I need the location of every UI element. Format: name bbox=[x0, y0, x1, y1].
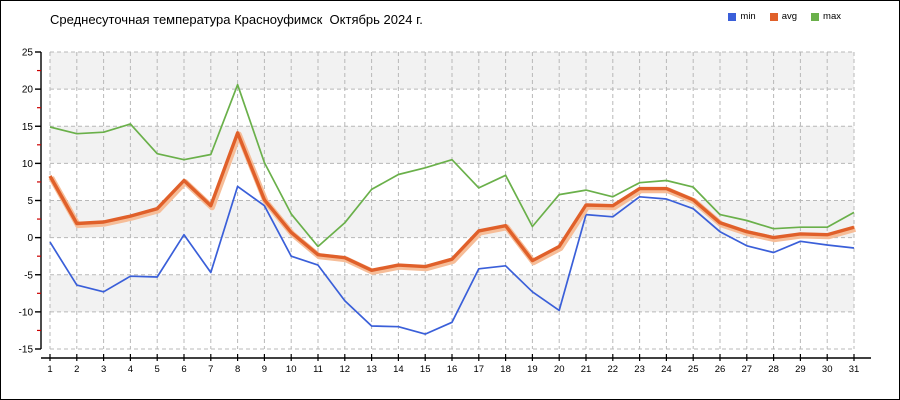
svg-text:16: 16 bbox=[447, 364, 458, 375]
avg-series-swatch-icon bbox=[769, 12, 778, 21]
svg-text:26: 26 bbox=[715, 364, 726, 375]
svg-text:15: 15 bbox=[22, 122, 34, 133]
svg-text:31: 31 bbox=[849, 364, 860, 375]
svg-text:-15: -15 bbox=[19, 345, 34, 356]
svg-text:0: 0 bbox=[27, 233, 33, 244]
svg-text:20: 20 bbox=[22, 85, 34, 96]
svg-text:21: 21 bbox=[581, 364, 592, 375]
svg-text:8: 8 bbox=[235, 364, 240, 375]
legend-item-min: min bbox=[728, 11, 756, 22]
svg-text:11: 11 bbox=[313, 364, 323, 375]
chart-title: Среднесуточная температура Красноуфимск … bbox=[50, 12, 423, 27]
svg-text:3: 3 bbox=[101, 364, 106, 375]
svg-text:29: 29 bbox=[795, 364, 806, 375]
svg-text:10: 10 bbox=[22, 159, 34, 170]
svg-text:6: 6 bbox=[181, 364, 186, 375]
svg-text:25: 25 bbox=[22, 48, 34, 59]
svg-text:30: 30 bbox=[822, 364, 833, 375]
svg-text:4: 4 bbox=[128, 364, 133, 375]
svg-text:19: 19 bbox=[527, 364, 538, 375]
legend-label-avg: avg bbox=[781, 11, 798, 22]
svg-text:1: 1 bbox=[47, 364, 52, 375]
svg-text:20: 20 bbox=[554, 364, 565, 375]
svg-text:13: 13 bbox=[366, 364, 377, 375]
svg-text:25: 25 bbox=[688, 364, 699, 375]
svg-text:28: 28 bbox=[768, 364, 779, 375]
svg-text:-5: -5 bbox=[24, 270, 33, 281]
svg-text:22: 22 bbox=[608, 364, 619, 375]
svg-text:5: 5 bbox=[27, 196, 33, 207]
svg-text:18: 18 bbox=[500, 364, 511, 375]
svg-text:27: 27 bbox=[742, 364, 753, 375]
svg-text:5: 5 bbox=[155, 364, 160, 375]
svg-text:9: 9 bbox=[262, 364, 267, 375]
svg-text:2: 2 bbox=[74, 364, 79, 375]
max-series-swatch-icon bbox=[811, 12, 820, 21]
min-series-swatch-icon bbox=[728, 12, 737, 21]
svg-text:15: 15 bbox=[420, 364, 431, 375]
svg-text:12: 12 bbox=[340, 364, 351, 375]
svg-text:24: 24 bbox=[661, 364, 672, 375]
svg-text:14: 14 bbox=[393, 364, 404, 375]
svg-text:23: 23 bbox=[634, 364, 645, 375]
legend-label-max: max bbox=[823, 11, 841, 22]
legend-label-min: min bbox=[740, 11, 756, 22]
svg-text:10: 10 bbox=[286, 364, 297, 375]
svg-text:-10: -10 bbox=[19, 307, 34, 318]
legend-item-avg: avg bbox=[769, 11, 798, 22]
svg-text:17: 17 bbox=[474, 364, 485, 375]
legend-item-max: max bbox=[811, 11, 841, 22]
legend: min avg max bbox=[728, 11, 841, 22]
svg-text:7: 7 bbox=[208, 364, 213, 375]
